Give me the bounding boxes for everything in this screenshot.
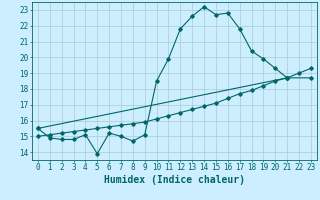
X-axis label: Humidex (Indice chaleur): Humidex (Indice chaleur): [104, 175, 245, 185]
